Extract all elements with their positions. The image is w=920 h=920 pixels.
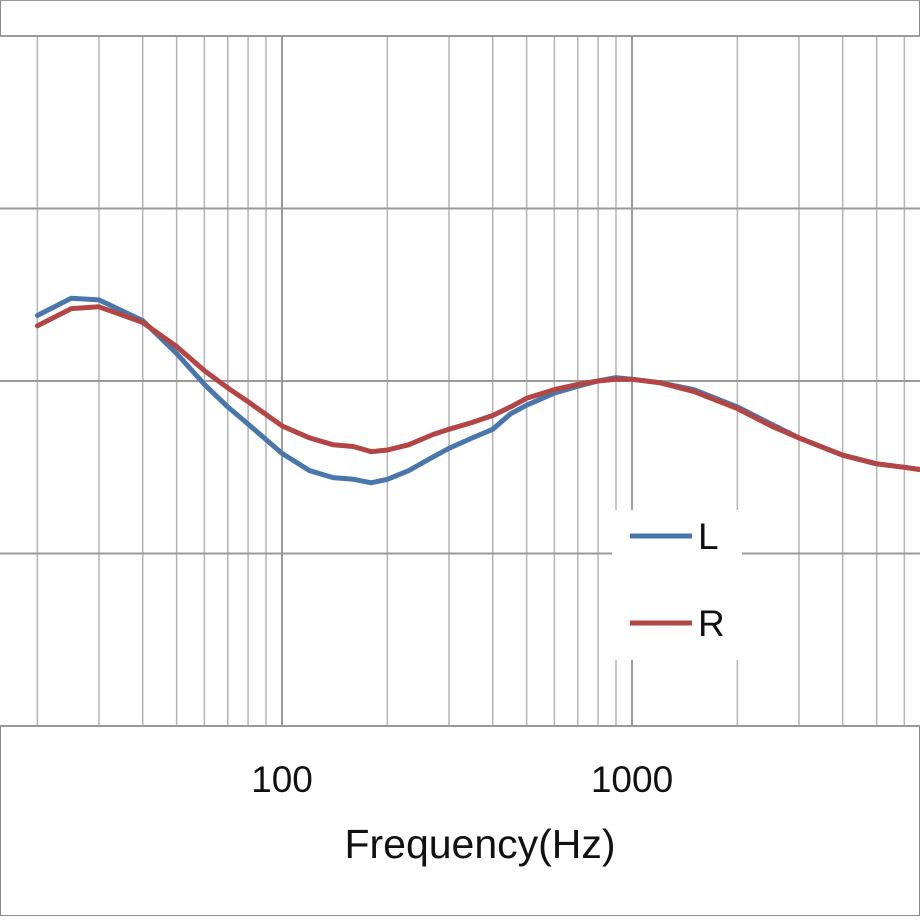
legend: L R	[612, 510, 742, 660]
x-axis-title: Frequency(Hz)	[344, 821, 615, 867]
grid	[0, 35, 920, 727]
x-tick-label: 100	[251, 759, 313, 800]
series-group	[34, 295, 920, 486]
x-tick-label: 1000	[591, 759, 673, 800]
legend-label-r: R	[698, 603, 725, 644]
legend-label-l: L	[698, 516, 719, 557]
series-line-r	[34, 304, 920, 473]
x-tick-labels: 100 1000	[251, 759, 673, 800]
